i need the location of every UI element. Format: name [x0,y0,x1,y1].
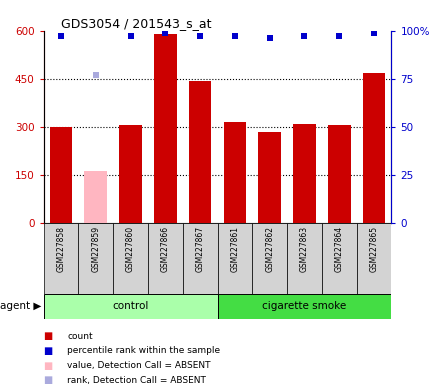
Text: GSM227858: GSM227858 [56,226,65,272]
Point [231,33,238,40]
Text: GSM227859: GSM227859 [91,226,100,272]
Text: ■: ■ [43,346,53,356]
Text: ■: ■ [43,375,53,384]
Text: GSM227863: GSM227863 [299,226,308,272]
Point [266,35,273,41]
Bar [327,125,350,223]
Bar [258,131,280,223]
Text: GSM227862: GSM227862 [265,226,273,272]
Text: GSM227864: GSM227864 [334,226,343,272]
Text: value, Detection Call = ABSENT: value, Detection Call = ABSENT [67,361,210,370]
Bar [252,223,286,294]
Bar [154,34,176,223]
Bar [321,223,356,294]
Bar [217,294,391,319]
Point [161,30,168,36]
Text: GSM227865: GSM227865 [369,226,378,272]
Point [127,33,134,40]
Bar [148,223,182,294]
Point [300,33,307,40]
Bar [43,294,217,319]
Point [92,72,99,78]
Bar [113,223,148,294]
Point [335,33,342,40]
Text: percentile rank within the sample: percentile rank within the sample [67,346,220,356]
Text: rank, Detection Call = ABSENT: rank, Detection Call = ABSENT [67,376,206,384]
Text: ■: ■ [43,331,53,341]
Text: GDS3054 / 201543_s_at: GDS3054 / 201543_s_at [61,17,211,30]
Bar [49,127,72,223]
Text: GSM227867: GSM227867 [195,226,204,272]
Bar [43,223,78,294]
Bar [223,122,246,223]
Text: GSM227861: GSM227861 [230,226,239,272]
Bar [293,124,315,223]
Text: GSM227860: GSM227860 [126,226,135,272]
Point [196,33,203,40]
Bar [188,81,211,223]
Bar [286,223,321,294]
Bar [78,223,113,294]
Text: GSM227866: GSM227866 [161,226,169,272]
Bar [217,223,252,294]
Bar [119,125,141,223]
Text: control: control [112,301,148,311]
Bar [84,171,107,223]
Point [57,33,64,40]
Bar [362,73,385,223]
Point [370,30,377,36]
Text: ■: ■ [43,361,53,371]
Bar [182,223,217,294]
Text: cigarette smoke: cigarette smoke [262,301,346,311]
Text: count: count [67,332,93,341]
Text: agent ▶: agent ▶ [0,301,41,311]
Bar [356,223,391,294]
